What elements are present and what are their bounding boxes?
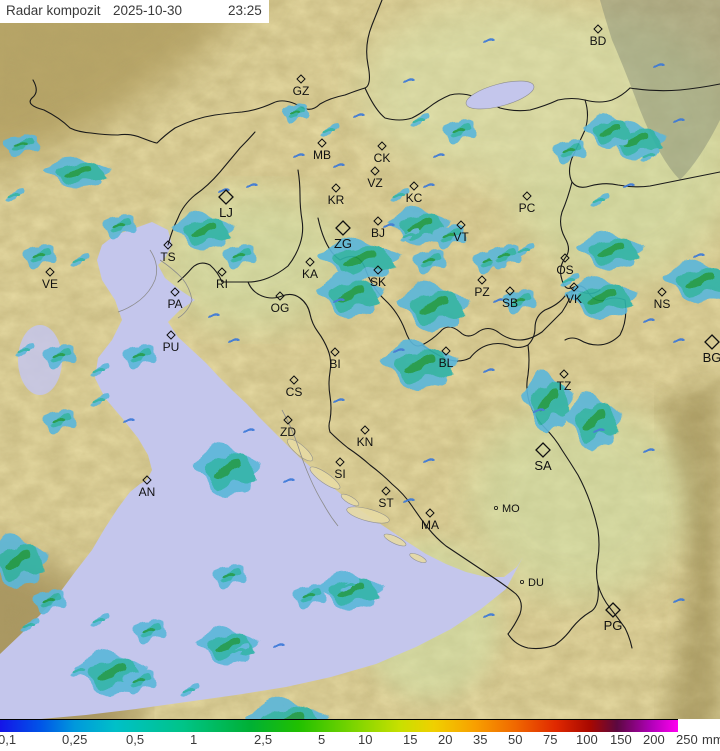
svg-text:PA: PA — [167, 297, 182, 311]
svg-text:TZ: TZ — [557, 379, 572, 393]
svg-text:DU: DU — [528, 577, 544, 589]
svg-text:OG: OG — [271, 301, 290, 315]
svg-text:RI: RI — [216, 277, 228, 291]
svg-text:SB: SB — [502, 296, 518, 310]
svg-text:MB: MB — [313, 148, 331, 162]
svg-text:VK: VK — [566, 292, 582, 306]
svg-text:VZ: VZ — [367, 176, 382, 190]
svg-text:VE: VE — [42, 277, 58, 291]
svg-text:BI: BI — [329, 357, 340, 371]
svg-text:SA: SA — [534, 458, 552, 473]
svg-text:CS: CS — [286, 385, 303, 399]
svg-text:SI: SI — [334, 467, 345, 481]
svg-text:VT: VT — [453, 230, 469, 244]
svg-text:SK: SK — [370, 275, 386, 289]
svg-text:BD: BD — [590, 34, 607, 48]
svg-text:PU: PU — [163, 340, 180, 354]
svg-text:GZ: GZ — [293, 84, 310, 98]
svg-text:BJ: BJ — [371, 226, 385, 240]
svg-text:NS: NS — [654, 297, 671, 311]
svg-text:BL: BL — [439, 356, 454, 370]
svg-text:TS: TS — [160, 250, 175, 264]
svg-text:ZG: ZG — [334, 236, 352, 251]
svg-text:MA: MA — [421, 518, 439, 532]
svg-text:ZD: ZD — [280, 425, 296, 439]
svg-text:KC: KC — [406, 191, 423, 205]
svg-text:BG: BG — [703, 350, 720, 365]
svg-text:ST: ST — [378, 496, 394, 510]
svg-text:LJ: LJ — [219, 205, 233, 220]
svg-text:MO: MO — [502, 503, 520, 515]
svg-text:KA: KA — [302, 267, 318, 281]
svg-text:AN: AN — [139, 485, 156, 499]
svg-text:KN: KN — [357, 435, 374, 449]
svg-text:OS: OS — [556, 263, 573, 277]
svg-text:PZ: PZ — [474, 285, 489, 299]
svg-text:KR: KR — [328, 193, 345, 207]
svg-text:CK: CK — [374, 151, 391, 165]
svg-text:PG: PG — [604, 618, 623, 633]
svg-text:PC: PC — [519, 201, 536, 215]
